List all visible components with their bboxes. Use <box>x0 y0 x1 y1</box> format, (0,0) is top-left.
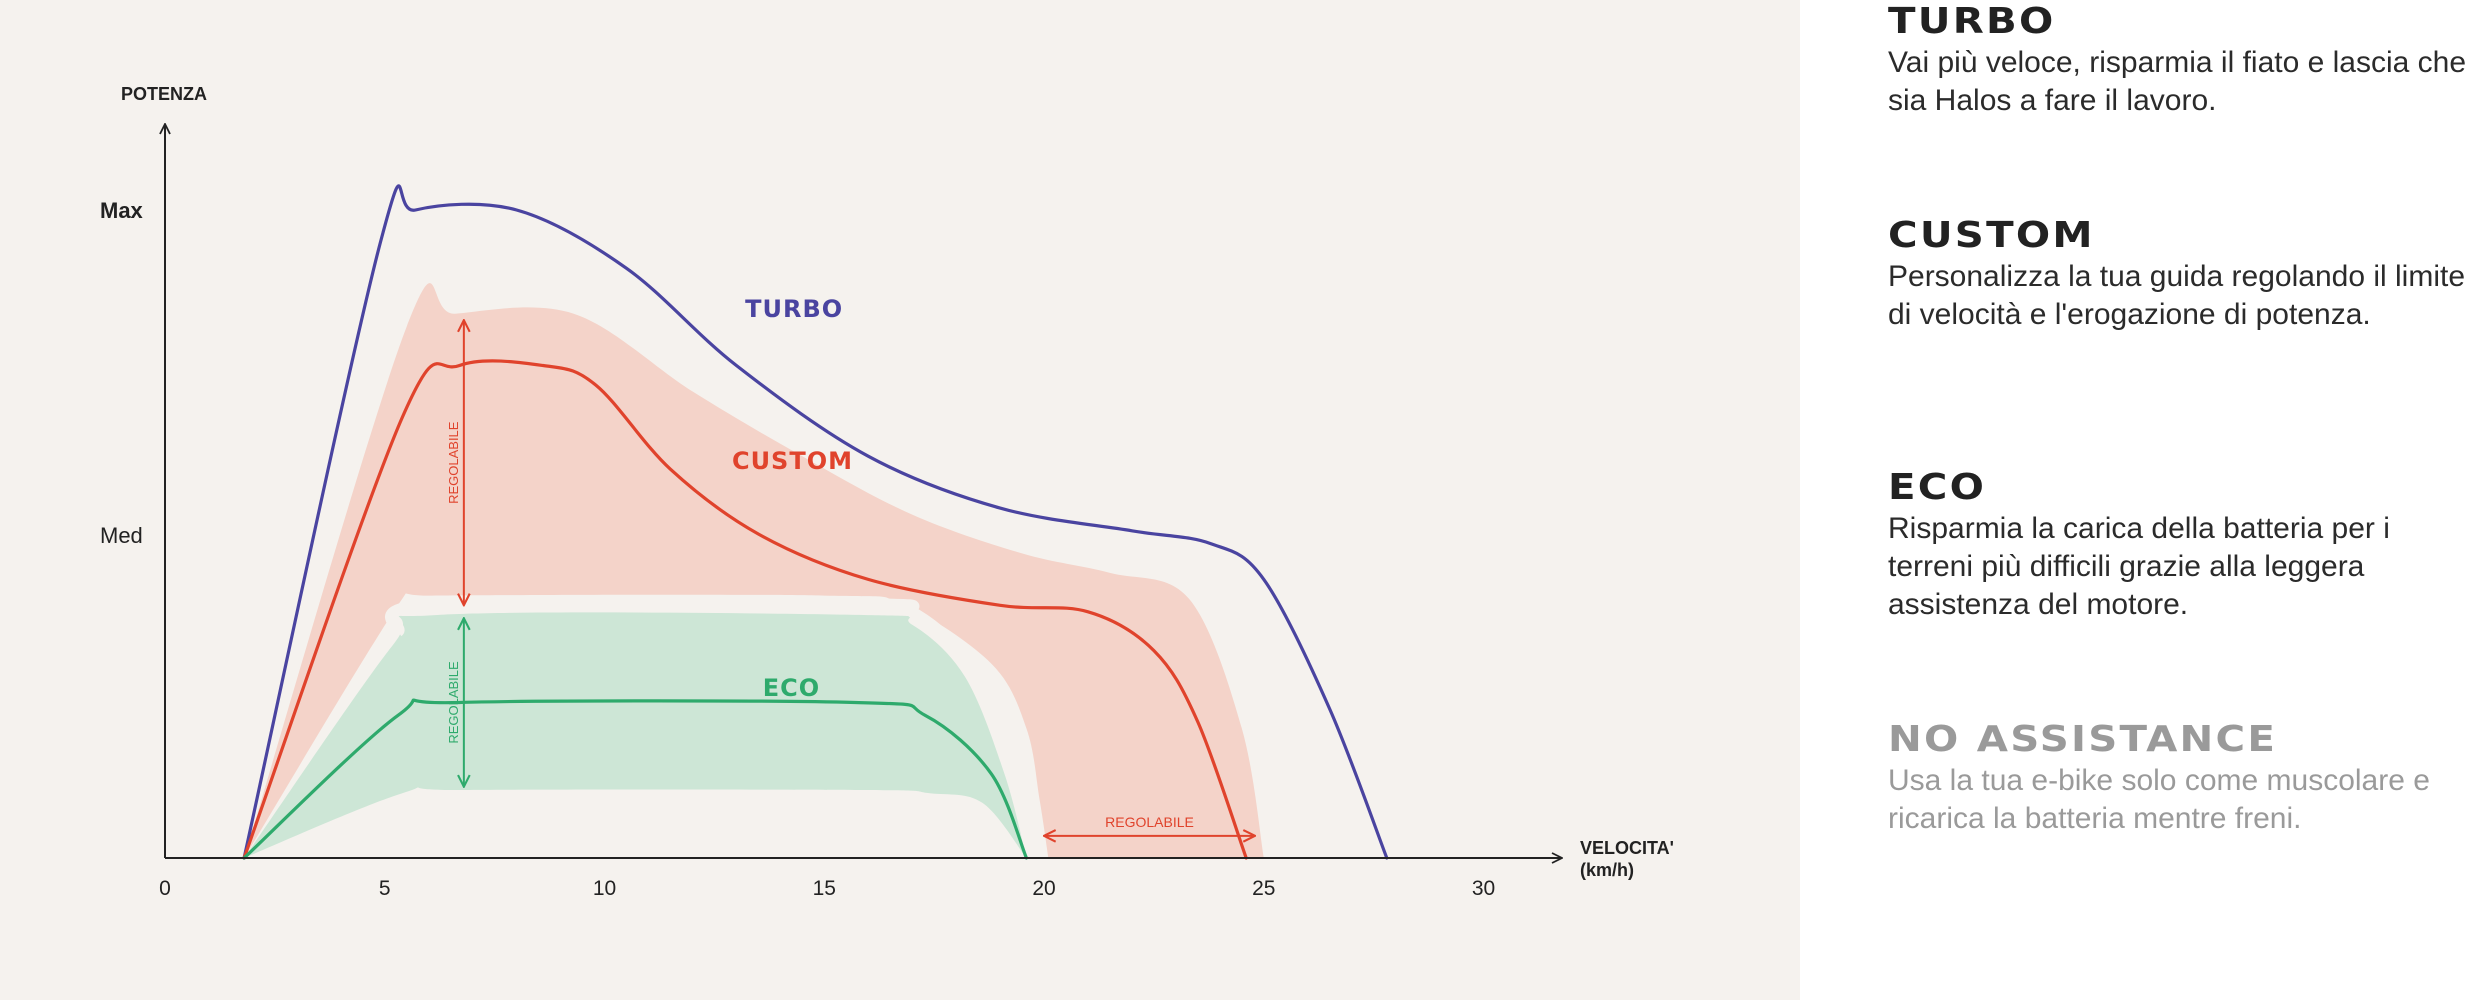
mode-no-assistance-title: NO ASSISTANCE <box>1888 719 2278 760</box>
mode-no-assistance: NO ASSISTANCE Usa la tua e-bike solo com… <box>1888 720 2478 838</box>
mode-no-assistance-description: Usa la tua e-bike solo come muscolare e … <box>1888 764 2430 835</box>
x-tick-label: 20 <box>1032 877 1055 900</box>
x-tick-label: 0 <box>159 877 171 900</box>
mode-eco: ECO Risparmia la carica della batteria p… <box>1888 468 2478 624</box>
y-axis-label: POTENZA <box>121 84 207 104</box>
series-label-eco: ECO <box>763 674 820 702</box>
x-axis-label-line2: (km/h) <box>1580 860 1634 880</box>
power-speed-chart: TURBO CUSTOM ECO REGOLABILE REGOLABILE REGOL… <box>100 84 1674 900</box>
chart-panel: TURBO CUSTOM ECO REGOLABILE REGOLABILE REGOL… <box>0 0 1800 1000</box>
series-label-custom: CUSTOM <box>732 447 853 475</box>
x-tick-label: 5 <box>379 877 391 900</box>
mode-eco-title: ECO <box>1888 467 1987 508</box>
y-tick-label-med: Med <box>100 523 143 548</box>
mode-eco-description: Risparmia la carica della batteria per i… <box>1888 512 2390 621</box>
mode-turbo-title: TURBO <box>1888 1 2056 42</box>
adjustable-label-1: REGOLABILE <box>446 661 461 744</box>
mode-custom-title: CUSTOM <box>1888 215 2095 256</box>
x-axis-label-line1: VELOCITA' <box>1580 838 1674 858</box>
adjustable-label-0: REGOLABILE <box>446 421 461 504</box>
x-tick-label: 25 <box>1252 877 1275 900</box>
x-tick-label: 15 <box>813 877 836 900</box>
series-line-eco <box>242 698 1028 860</box>
mode-legend: TURBO Vai più veloce, risparmia il fiato… <box>1800 0 2480 1000</box>
series-label-turbo: TURBO <box>745 295 843 323</box>
eco-adjustable-band <box>244 612 1027 858</box>
x-tick-label: 30 <box>1472 877 1495 900</box>
y-tick-label-max: Max <box>100 198 144 223</box>
mode-custom-description: Personalizza la tua guida regolando il l… <box>1888 260 2466 331</box>
mode-turbo-description: Vai più veloce, risparmia il fiato e las… <box>1888 46 2467 117</box>
adjustable-label-2: REGOLABILE <box>1105 814 1194 830</box>
series-line-custom <box>242 359 1248 860</box>
x-tick-label: 10 <box>593 877 616 900</box>
mode-custom: CUSTOM Personalizza la tua guida regolan… <box>1888 216 2478 334</box>
mode-turbo: TURBO Vai più veloce, risparmia il fiato… <box>1888 2 2478 120</box>
custom-adjustable-band <box>244 283 1264 858</box>
eco-band-separator <box>385 595 1048 860</box>
series-line-turbo <box>242 184 1389 860</box>
